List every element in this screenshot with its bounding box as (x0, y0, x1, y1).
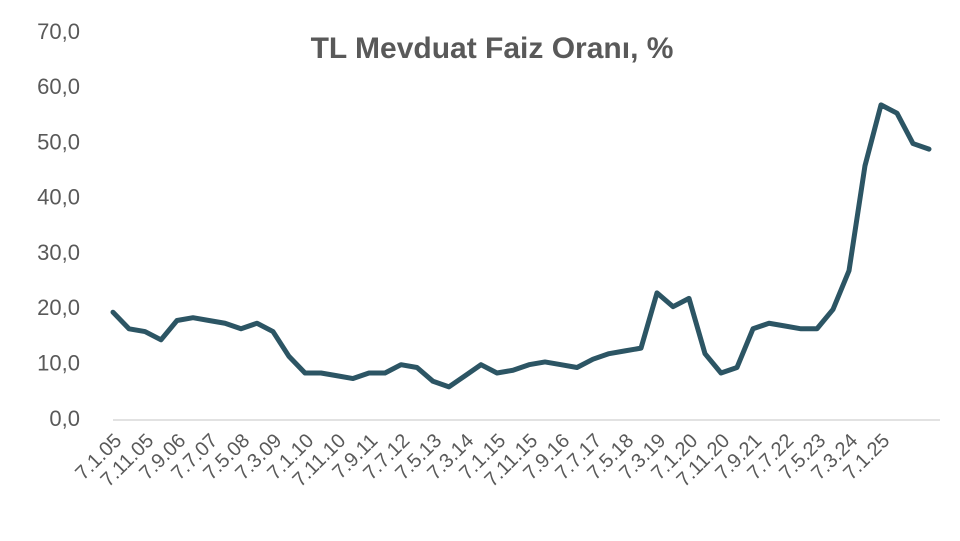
y-tick-label: 10,0 (37, 351, 80, 376)
y-tick-label: 30,0 (37, 240, 80, 265)
y-tick-label: 50,0 (37, 129, 80, 154)
y-tick-label: 60,0 (37, 74, 80, 99)
line (110, 102, 932, 390)
chart-title: TL Mevduat Faiz Oranı, % (311, 32, 674, 65)
y-tick-label: 20,0 (37, 295, 80, 320)
y-tick-label: 40,0 (37, 185, 80, 210)
y-tick-label: 0,0 (49, 406, 80, 431)
y-tick-label: 70,0 (37, 19, 80, 44)
